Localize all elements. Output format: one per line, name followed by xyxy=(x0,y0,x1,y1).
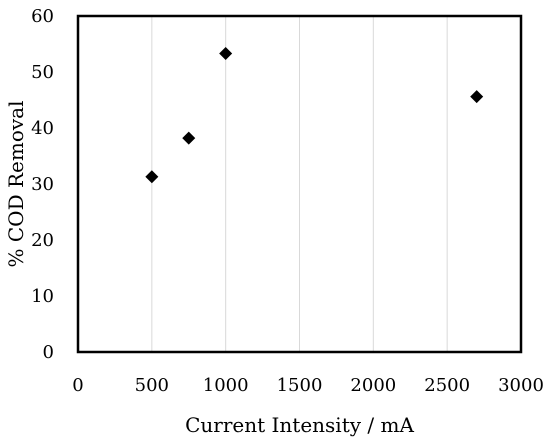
x-tick-label-0: 0 xyxy=(72,375,83,396)
x-axis-ticks: 0 500 1000 1500 2000 2500 3000 xyxy=(72,375,544,396)
y-tick-label-3: 30 xyxy=(31,174,54,195)
x-tick-label-6: 3000 xyxy=(498,375,544,396)
y-axis-ticks: 0 10 20 30 40 50 60 xyxy=(31,6,54,363)
y-tick-label-2: 20 xyxy=(31,230,54,251)
y-tick-label-5: 50 xyxy=(31,62,54,83)
data-points xyxy=(145,47,484,184)
y-tick-label-1: 10 xyxy=(31,286,54,307)
data-point-0 xyxy=(145,170,159,184)
plot-area-border xyxy=(76,14,523,354)
x-axis-title: Current Intensity / mA xyxy=(185,413,414,437)
data-point-1 xyxy=(182,131,196,145)
x-tick-label-4: 2000 xyxy=(350,375,396,396)
grid xyxy=(151,16,448,352)
y-tick-label-0: 0 xyxy=(43,342,54,363)
x-tick-label-3: 1500 xyxy=(277,375,323,396)
y-tick-label-6: 60 xyxy=(31,6,54,27)
data-point-3 xyxy=(470,90,484,104)
y-tick-label-4: 40 xyxy=(31,118,54,139)
x-tick-label-2: 1000 xyxy=(203,375,249,396)
x-tick-label-5: 2500 xyxy=(424,375,470,396)
y-axis-title: % COD Removal xyxy=(4,101,28,268)
data-point-2 xyxy=(219,47,233,61)
x-tick-label-1: 500 xyxy=(135,375,169,396)
